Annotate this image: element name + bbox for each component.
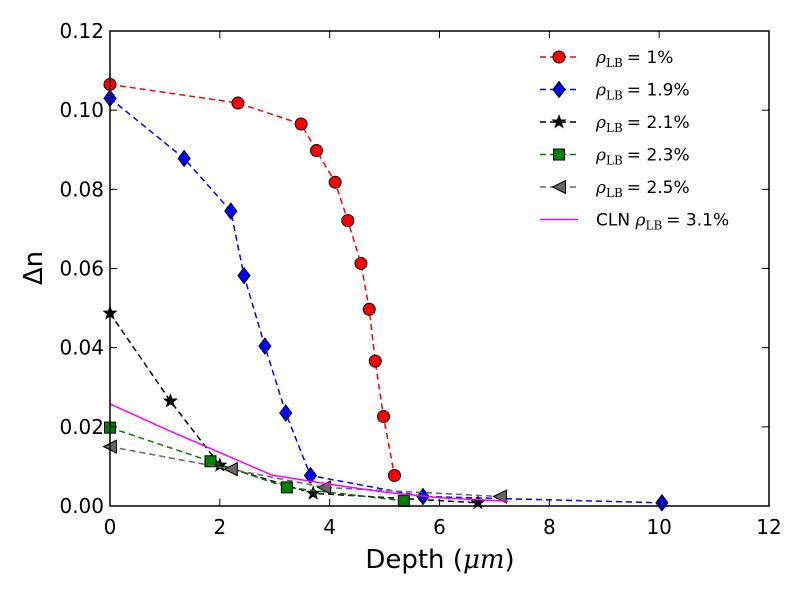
legend-symbol: ρ <box>595 178 606 198</box>
y-tick-label: 0.02 <box>59 415 104 439</box>
legend-symbol: ρ <box>595 48 606 68</box>
y-tick-label: 0.08 <box>59 177 104 201</box>
legend-subscript: LB <box>606 121 623 135</box>
y-tick-label: 0.10 <box>59 98 104 122</box>
data-point-s1-8 <box>362 302 376 316</box>
data-point-s5-4 <box>492 489 507 504</box>
y-axis-title: Δn <box>19 251 49 285</box>
data-point-s1-9 <box>368 354 382 368</box>
y-tick-label: 0.04 <box>59 336 104 360</box>
legend-value: = 1.9% <box>627 81 690 101</box>
legend-symbol: ρ <box>595 113 606 133</box>
data-point-s2-3 <box>224 202 238 220</box>
data-point-s1-6 <box>341 214 355 228</box>
legend-value: = 2.3% <box>627 146 690 166</box>
legend-symbol: ρ <box>595 81 606 101</box>
data-point-s4-4 <box>397 494 410 507</box>
x-axis-title-text: Depth <box>365 545 444 575</box>
legend-subscript: LB <box>606 56 623 70</box>
x-tick-label: 12 <box>756 515 781 539</box>
x-tick-label: 2 <box>213 515 226 539</box>
legend-value: = 1% <box>627 48 674 68</box>
data-point-s3-2 <box>162 393 178 408</box>
legend: ρLB = 1%ρLB = 1.9%ρLB = 2.1%ρLB = 2.3%ρLB = 2… <box>540 48 729 233</box>
legend-subscript: LB <box>645 219 662 233</box>
data-point-s3-4 <box>305 485 321 500</box>
legend-label-1: ρLB = 1% <box>595 48 673 70</box>
data-point-s1-4 <box>309 144 323 158</box>
series-line-1 <box>109 83 396 476</box>
x-tick-label: 8 <box>543 515 556 539</box>
legend-subscript: LB <box>606 89 623 103</box>
legend-label-2: ρLB = 1.9% <box>595 81 690 103</box>
y-tick-label: 0.06 <box>59 257 104 281</box>
legend-label-3: ρLB = 2.1% <box>595 113 690 135</box>
legend-label-6: CLN ρLB = 3.1% <box>596 211 729 233</box>
legend-subscript: LB <box>606 186 623 200</box>
data-point-s2-2 <box>177 149 191 168</box>
legend-prefix: CLN <box>596 211 635 231</box>
data-point-s2-9 <box>655 494 669 512</box>
data-point-s2-7 <box>303 466 318 485</box>
x-tick-label: 6 <box>433 515 446 539</box>
legend-subscript: LB <box>606 154 623 168</box>
data-point-s2-4 <box>237 266 251 285</box>
legend-symbol: ρ <box>595 146 606 166</box>
plot-frame <box>109 30 770 507</box>
x-tick-label: 10 <box>646 515 671 539</box>
legend-label-5: ρLB = 2.5% <box>595 178 690 200</box>
legend-value: = 2.1% <box>627 113 690 133</box>
legend-marker-4 <box>553 148 565 161</box>
x-tick-label: 4 <box>323 515 336 539</box>
legend-marker-5 <box>551 179 566 195</box>
data-point-s1-3 <box>294 117 308 131</box>
x-tick-label: 0 <box>104 515 117 539</box>
data-point-s1-2 <box>231 96 245 110</box>
series-line-5 <box>109 445 500 498</box>
x-axis-unit: μm <box>463 545 505 575</box>
data-point-s1-11 <box>387 469 401 483</box>
legend-value: = 3.1% <box>666 211 729 231</box>
series-line-3 <box>109 312 478 504</box>
data-point-s2-6 <box>279 404 293 422</box>
data-point-s4-3 <box>280 481 293 494</box>
legend-value: = 2.5% <box>627 178 690 198</box>
y-tick-label: 0.12 <box>59 19 104 43</box>
y-tick-label: 0.00 <box>59 494 104 518</box>
series-line-6 <box>109 403 509 502</box>
series-line-4 <box>109 426 404 502</box>
data-point-s1-5 <box>328 175 342 189</box>
data-point-s5-2 <box>223 461 238 477</box>
legend-marker-1 <box>552 50 566 64</box>
data-point-s1-10 <box>376 410 390 424</box>
data-point-s4-2 <box>204 455 217 468</box>
data-point-s2-5 <box>258 337 272 355</box>
x-axis-title: Depth (μm) <box>365 545 514 575</box>
data-point-s1-7 <box>354 256 368 270</box>
series-line-2 <box>109 97 662 504</box>
legend-label-4: ρLB = 2.3% <box>595 146 690 168</box>
legend-marker-3 <box>551 114 567 129</box>
axis-ticks: 0 2 4 6 8 10 12 0.00 0.02 0.04 0.06 0.08 0.10 0.12 <box>59 19 781 539</box>
legend-marker-2 <box>552 80 566 99</box>
plot-layer <box>102 77 669 512</box>
legend-symbol: ρ <box>634 211 645 231</box>
